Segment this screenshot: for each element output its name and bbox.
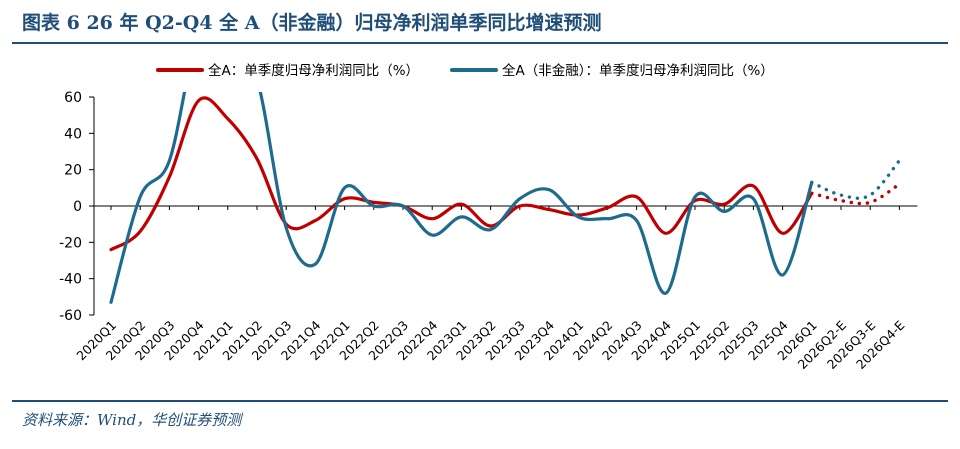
source-rule bbox=[12, 400, 948, 402]
series-line-2 bbox=[109, 92, 814, 304]
y-tick-label: 0 bbox=[73, 199, 82, 215]
series-layer bbox=[109, 92, 900, 304]
source-note: 资料来源：Wind，华创证券预测 bbox=[22, 411, 242, 429]
legend-label-1: 全A：单季度归母净利润同比（%） bbox=[208, 62, 419, 79]
legend-label-2: 全A（非金融）：单季度归母净利润同比（%） bbox=[502, 62, 774, 79]
chart-axes: 60 40 20 0 -20 -40 -60 bbox=[59, 90, 918, 324]
y-tick-label: 20 bbox=[64, 163, 82, 179]
chart-legend: 全A：单季度归母净利润同比（%） 全A（非金融）：单季度归母净利润同比（%） bbox=[156, 62, 774, 79]
title-rule bbox=[12, 42, 948, 44]
series-forecast-2 bbox=[810, 158, 900, 200]
series-line-1 bbox=[109, 96, 814, 252]
y-tick-label: -60 bbox=[59, 308, 82, 324]
x-tick-labels: 2020Q12020Q22020Q32020Q42021Q12021Q22021… bbox=[73, 317, 907, 372]
series-forecast-1 bbox=[810, 182, 900, 206]
y-tick-label: -20 bbox=[59, 235, 82, 251]
y-tick-label: 40 bbox=[64, 126, 82, 142]
y-tick-label: -40 bbox=[59, 272, 82, 288]
figure-title: 图表 6 26 年 Q2-Q4 全 A（非金融）归母净利润单季同比增速预测 bbox=[22, 12, 602, 34]
y-tick-label: 60 bbox=[64, 90, 82, 106]
